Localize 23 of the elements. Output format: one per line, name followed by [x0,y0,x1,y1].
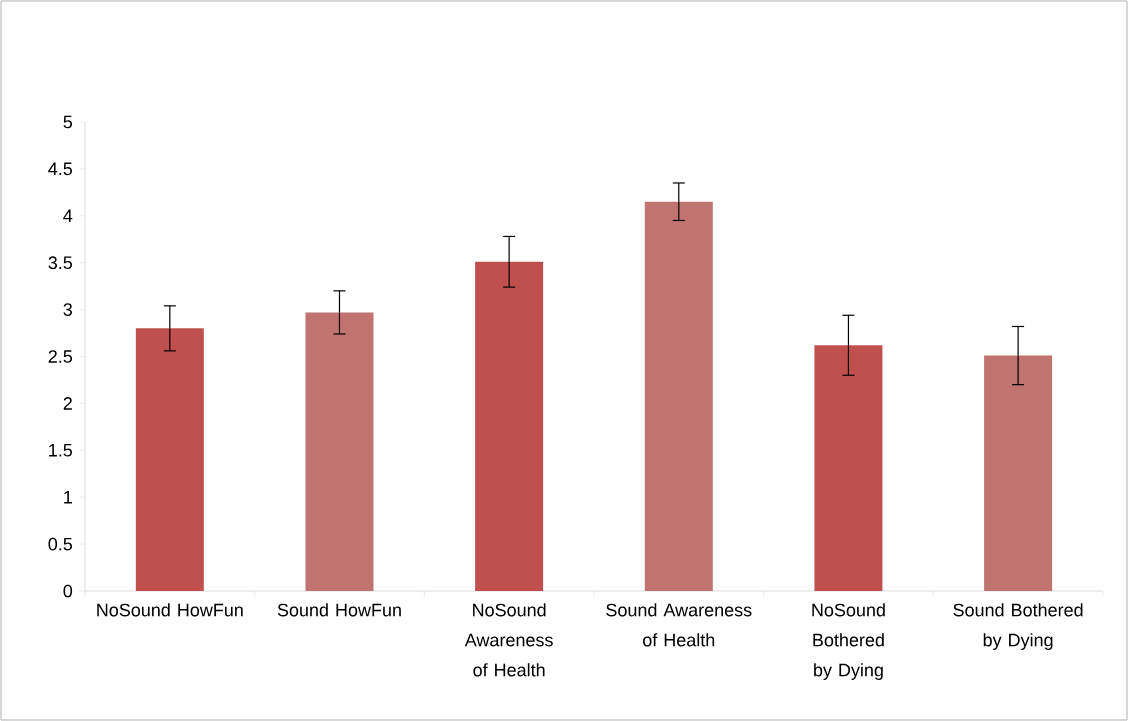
x-tick-label: NoSound HowFun [97,603,243,617]
y-tick-label: 1 [64,491,72,504]
x-tick-label: Sound HowFun [277,603,401,617]
x-tick-label: NoSound Awareness of Health [464,603,553,677]
y-tick-label: 4 [63,209,73,222]
y-tick-label: 0 [63,584,73,598]
x-tick-label: Sound Bothered by Dying [953,603,1083,650]
y-tick-label: 0.5 [48,537,73,551]
bar [135,328,204,591]
y-tick-label: 4.5 [48,162,73,176]
y-tick-label: 3.5 [48,256,73,270]
bar [644,201,713,591]
bar [984,355,1053,591]
y-tick-label: 2.5 [48,350,73,363]
x-tick-label: NoSound Bothered by Dying [812,603,885,680]
bar [305,312,374,591]
bar [475,261,544,591]
x-tick-label: Sound Awareness of Health [606,603,752,647]
y-tick-label: 5 [63,115,73,129]
bar [814,345,883,591]
y-tick-label: 1.5 [49,444,73,457]
y-tick-label: 2 [63,397,72,410]
y-tick-label: 3 [63,303,73,316]
